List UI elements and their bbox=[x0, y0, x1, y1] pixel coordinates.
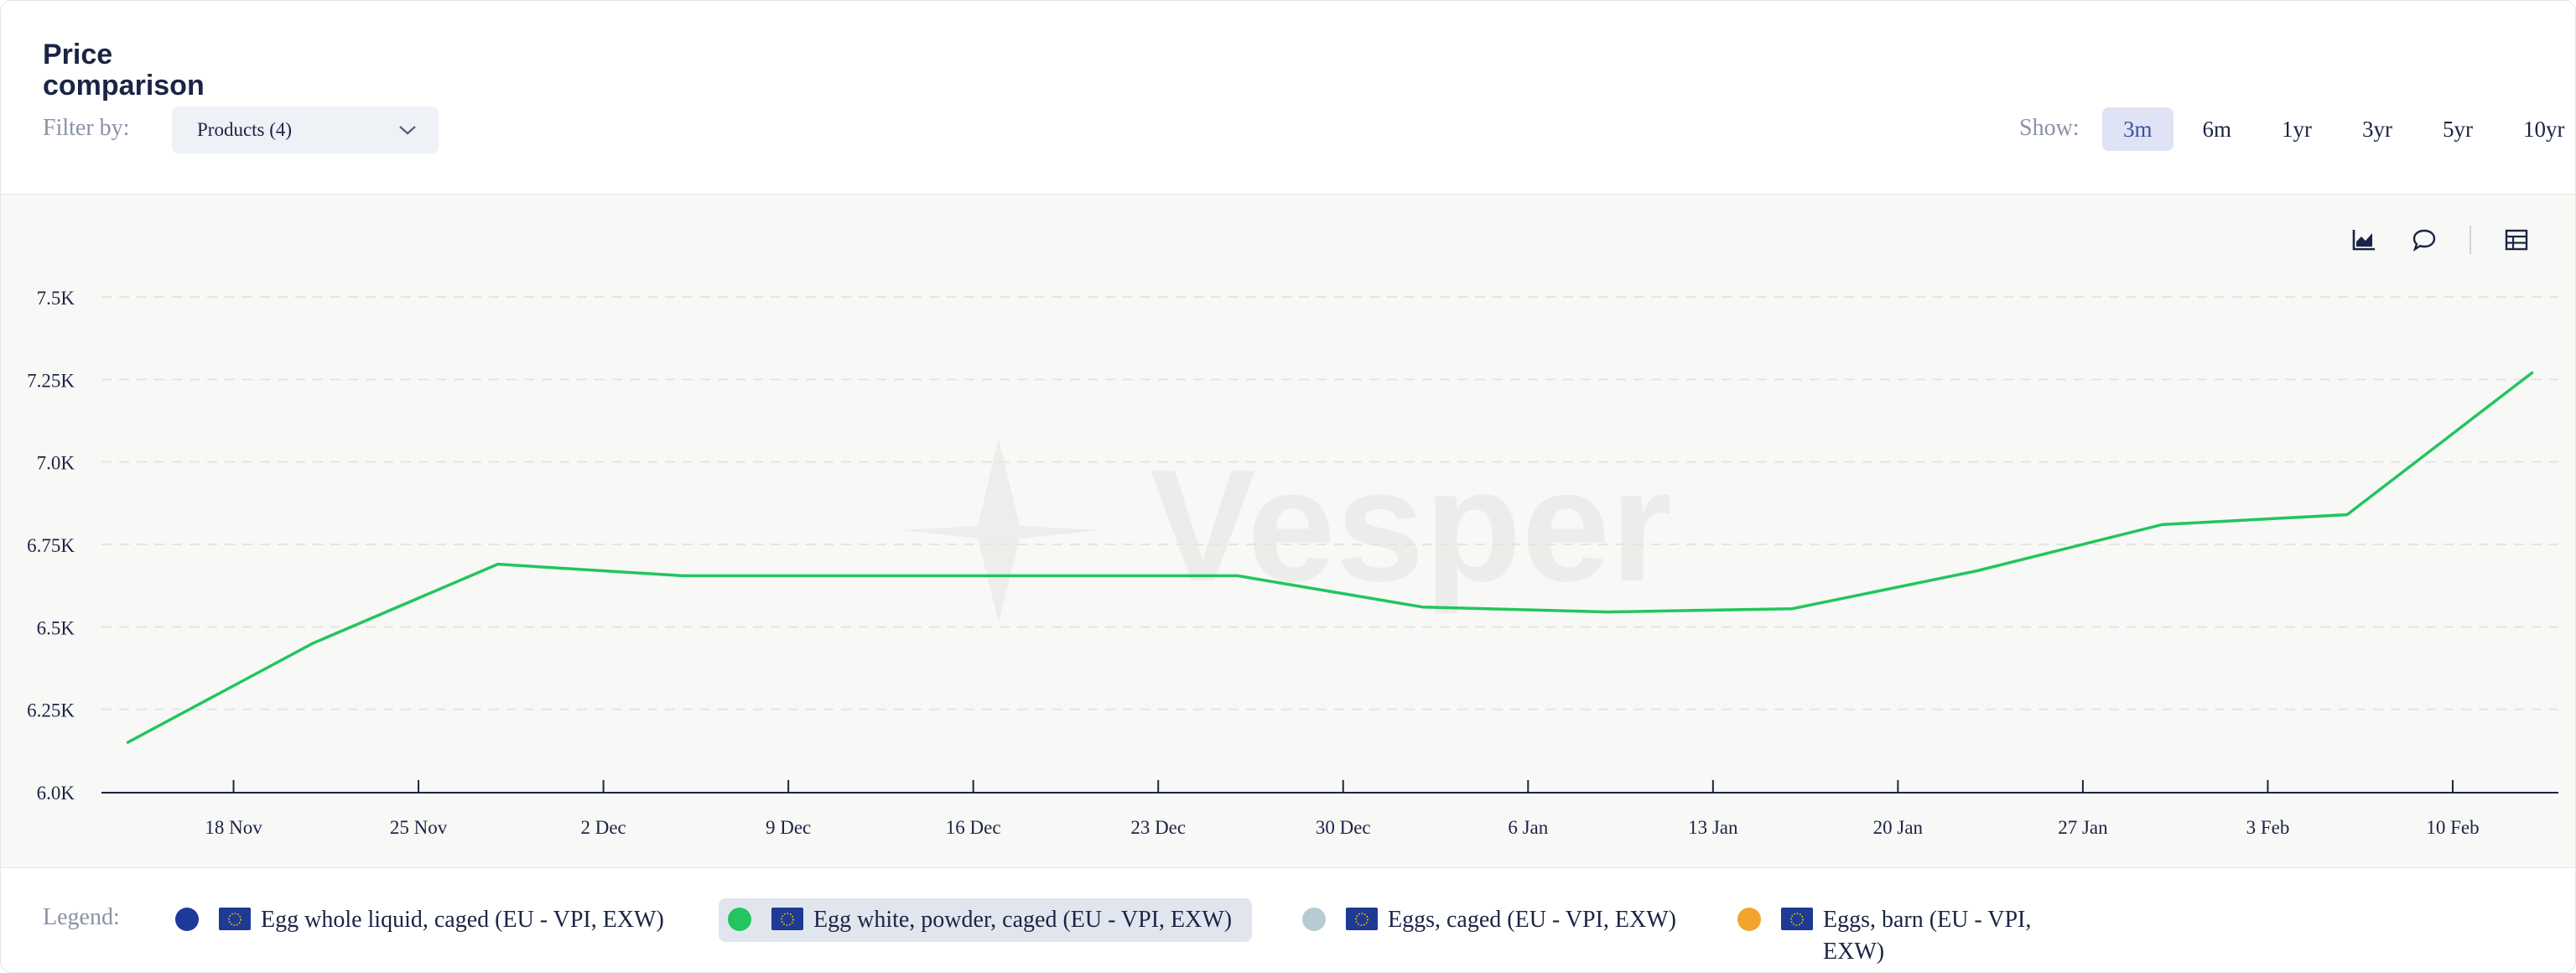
chart-toolbar bbox=[2349, 225, 2532, 255]
eu-flag-icon bbox=[1781, 908, 1813, 930]
watermark-star-icon bbox=[902, 438, 1099, 622]
chart-legend: Legend: Egg whole liquid, caged (EU - VP… bbox=[1, 868, 2575, 972]
period-3yr-button[interactable]: 3yr bbox=[2362, 116, 2393, 142]
period-5yr-button[interactable]: 5yr bbox=[2443, 116, 2474, 142]
legend-item-label: Egg whole liquid, caged (EU - VPI, EXW) bbox=[261, 907, 664, 933]
x-tick-label: 23 Dec bbox=[1130, 817, 1186, 838]
chart-icon bbox=[2352, 230, 2375, 251]
comment-icon bbox=[2412, 229, 2436, 252]
table-view-button[interactable] bbox=[2501, 225, 2532, 255]
eu-flag-icon bbox=[219, 908, 251, 930]
period-selector: 3m 6m 1yr 3yr 5yr 10yr bbox=[2102, 107, 2575, 151]
card-title: Price comparison bbox=[43, 39, 219, 101]
show-label: Show: bbox=[2019, 115, 2080, 141]
x-tick-label: 13 Jan bbox=[1688, 817, 1738, 838]
y-tick-label: 6.0K bbox=[37, 783, 75, 804]
period-6m-button[interactable]: 6m bbox=[2202, 116, 2232, 142]
series-color-dot bbox=[1737, 908, 1761, 931]
legend-item-eggs-caged[interactable]: Eggs, caged (EU - VPI, EXW) bbox=[1302, 898, 1676, 942]
card-title-text: Price comparison bbox=[43, 39, 205, 101]
series-line bbox=[126, 371, 2534, 744]
vesper-watermark-logo: Vesper bbox=[902, 437, 1672, 622]
y-tick-label: 7.25K bbox=[27, 370, 75, 391]
x-tick-label: 27 Jan bbox=[2058, 817, 2108, 838]
chart-area: Vesper 6.0K 6.25K 6.5K 6.75K 7.0K 7.25K 7.5K 18 … bbox=[1, 194, 2575, 868]
legend-label: Legend: bbox=[43, 904, 120, 930]
watermark-text: Vesper bbox=[1150, 437, 1672, 615]
x-tick-label: 10 Feb bbox=[2426, 817, 2479, 838]
x-tick-label: 2 Dec bbox=[580, 817, 626, 838]
x-tick-label: 20 Jan bbox=[1873, 817, 1924, 838]
y-tick-label: 6.5K bbox=[37, 617, 75, 638]
series-color-dot bbox=[728, 908, 751, 931]
period-3m-button[interactable]: 3m bbox=[2102, 107, 2174, 151]
legend-item-egg-white-powder[interactable]: Egg white, powder, caged (EU - VPI, EXW) bbox=[719, 898, 1252, 942]
period-1yr-button[interactable]: 1yr bbox=[2282, 116, 2313, 142]
legend-item-eggs-barn[interactable]: Eggs, barn (EU - VPI, EXW) bbox=[1737, 898, 2048, 965]
x-tick-label: 25 Nov bbox=[390, 817, 448, 838]
period-10yr-button[interactable]: 10yr bbox=[2523, 116, 2565, 142]
chart-view-button[interactable] bbox=[2349, 225, 2379, 255]
x-tick-label: 6 Jan bbox=[1508, 817, 1548, 838]
filter-value: Products (4) bbox=[197, 119, 293, 140]
chevron-down-icon bbox=[398, 119, 417, 141]
series-color-dot bbox=[1302, 908, 1326, 931]
legend-item-label: Eggs, barn (EU - VPI, EXW) bbox=[1823, 907, 2032, 965]
x-tick-label: 9 Dec bbox=[766, 817, 811, 838]
eu-flag-icon bbox=[771, 908, 803, 930]
table-icon bbox=[2505, 229, 2528, 251]
filter-label: Filter by: bbox=[43, 115, 130, 141]
x-tick-label: 30 Dec bbox=[1316, 817, 1371, 838]
y-tick-label: 6.75K bbox=[27, 535, 75, 556]
y-tick-label: 7.0K bbox=[37, 453, 75, 474]
legend-item-egg-whole-liquid[interactable]: Egg whole liquid, caged (EU - VPI, EXW) bbox=[175, 898, 664, 942]
x-tick-label: 16 Dec bbox=[946, 817, 1001, 838]
comment-button[interactable] bbox=[2409, 225, 2439, 255]
y-tick-label: 7.5K bbox=[37, 288, 75, 309]
line-chart: Vesper 6.0K 6.25K 6.5K 6.75K 7.0K 7.25K 7.5K 18 … bbox=[27, 288, 2558, 838]
products-filter-dropdown[interactable]: Products (4) bbox=[172, 107, 439, 153]
eu-flag-icon bbox=[1346, 908, 1378, 930]
legend-item-label: Egg white, powder, caged (EU - VPI, EXW) bbox=[813, 907, 1233, 933]
toolbar-divider bbox=[2470, 226, 2471, 254]
series-color-dot bbox=[175, 908, 199, 931]
x-tick-label: 18 Nov bbox=[205, 817, 262, 838]
y-tick-label: 6.25K bbox=[27, 700, 75, 721]
legend-item-label: Eggs, caged (EU - VPI, EXW) bbox=[1388, 907, 1676, 933]
x-tick-label: 3 Feb bbox=[2246, 817, 2290, 838]
